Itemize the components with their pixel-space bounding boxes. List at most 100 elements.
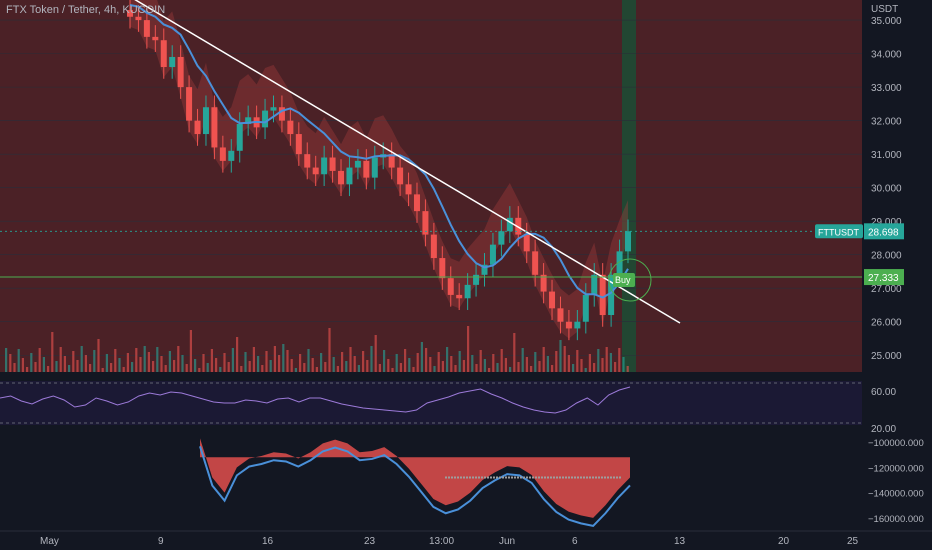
volume-bar — [231, 348, 234, 372]
volume-bar — [513, 333, 516, 372]
volume-bar — [68, 365, 71, 372]
candle-body — [245, 117, 252, 124]
volume-bar — [530, 366, 533, 372]
volume-bar — [622, 357, 625, 372]
candle-body — [439, 258, 446, 279]
volume-bar — [517, 362, 520, 372]
volume-bar — [618, 348, 621, 372]
candle-body — [591, 274, 598, 295]
candle-body — [456, 294, 463, 299]
volume-bar — [303, 363, 306, 372]
volume-bar — [555, 351, 558, 372]
volume-bar — [395, 354, 398, 372]
volume-bar — [30, 353, 33, 372]
volume-bar — [370, 346, 373, 372]
moving-average-line — [129, 4, 629, 299]
time-tick-label: 23 — [364, 536, 376, 547]
volume-bar — [47, 366, 50, 372]
volume-bar — [601, 358, 604, 372]
candle-body — [329, 157, 336, 171]
volume-bar — [563, 346, 566, 372]
volume-bar — [215, 358, 218, 372]
price-tick-label: 25.000 — [871, 351, 902, 362]
rsi-panel-bg — [0, 381, 862, 425]
volume-bar — [437, 352, 440, 372]
volume-bar — [269, 360, 272, 372]
volume-bar — [206, 363, 209, 372]
candle-body — [464, 284, 471, 299]
volume-bar — [525, 357, 528, 372]
volume-bar — [454, 365, 457, 372]
signal-zone — [622, 0, 636, 372]
volume-bar — [341, 352, 344, 372]
candle-body — [177, 56, 184, 88]
oscillator-signal-line — [199, 446, 631, 527]
volume-bar — [265, 351, 268, 372]
volume-bar — [105, 354, 108, 372]
volume-bar — [13, 363, 16, 372]
price-tick-label: 32.000 — [871, 117, 902, 128]
volume-bar — [383, 350, 386, 372]
volume-bar — [282, 344, 285, 372]
cloud-band — [130, 0, 628, 339]
candle-body — [219, 147, 226, 161]
candle-body — [135, 16, 142, 21]
candle-body — [481, 264, 488, 275]
trendline — [134, 0, 681, 324]
volume-bar — [475, 364, 478, 372]
candle-body — [616, 251, 623, 275]
oscillator-tick-label: −140000.000 — [868, 489, 924, 500]
volume-bar — [59, 347, 62, 372]
volume-bar — [248, 361, 251, 372]
candle-body — [397, 167, 404, 185]
volume-bar — [366, 360, 369, 372]
price-tick-label: 35.000 — [871, 16, 902, 27]
volume-bar — [210, 349, 213, 372]
volume-bar — [147, 352, 150, 372]
candle-body — [489, 244, 496, 265]
price-tick-label: 28.000 — [871, 251, 902, 262]
candle-body — [278, 107, 285, 121]
volume-bar — [240, 366, 243, 372]
candle-body — [506, 217, 513, 232]
candle-body — [574, 321, 581, 329]
volume-bar — [353, 356, 356, 372]
candle-body — [540, 274, 547, 292]
candle-body — [557, 308, 564, 322]
candle-body — [532, 251, 539, 275]
volume-bar — [80, 346, 83, 372]
volume-bar — [252, 347, 255, 372]
volume-bar — [488, 368, 491, 372]
buy-signal-text: Buy — [615, 275, 631, 285]
time-tick-label: Jun — [499, 536, 515, 547]
volume-bar — [332, 357, 335, 372]
candle-body — [447, 278, 454, 295]
candle-body — [194, 120, 201, 135]
candle-body — [228, 150, 235, 161]
time-tick-label: 16 — [262, 536, 274, 547]
candle-body — [565, 321, 572, 329]
volume-bar — [273, 346, 276, 372]
candle-body — [295, 134, 302, 155]
volume-bar — [135, 348, 138, 372]
time-tick-label: 25 — [847, 536, 859, 547]
price-tick-label: 26.000 — [871, 318, 902, 329]
rsi-tick-label: 20.00 — [871, 424, 896, 435]
volume-bar — [122, 367, 125, 372]
volume-bar — [324, 362, 327, 372]
volume-bar — [542, 347, 545, 372]
symbol-tag-text: FTTUSDT — [818, 227, 859, 237]
volume-bar — [362, 351, 365, 372]
volume-bar — [374, 335, 377, 372]
last-price-tag-text: 28.698 — [868, 227, 899, 238]
candle-body — [262, 110, 269, 128]
candle-body — [202, 107, 209, 135]
volume-bar — [467, 326, 470, 372]
price-tick-label: 27.000 — [871, 284, 902, 295]
volume-bar — [446, 347, 449, 372]
volume-bar — [521, 348, 524, 372]
volume-bar — [412, 367, 415, 372]
candle-body — [236, 124, 243, 151]
volume-bar — [84, 355, 87, 372]
